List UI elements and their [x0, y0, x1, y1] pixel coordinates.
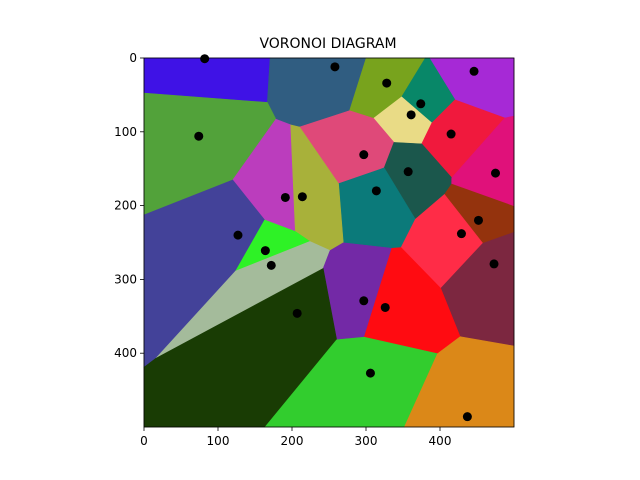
site-point [491, 168, 500, 178]
y-tick-label: 200 [114, 199, 137, 213]
site-point [380, 302, 390, 312]
site-point [371, 186, 381, 196]
site-point [280, 192, 290, 202]
site-point [469, 66, 479, 76]
y-tick-label: 100 [114, 125, 137, 139]
site-point [359, 296, 369, 306]
x-tick-label: 300 [355, 434, 378, 448]
x-tick-label: 400 [429, 434, 452, 448]
site-point [194, 131, 204, 141]
site-point [330, 62, 340, 72]
site-point [456, 229, 466, 239]
site-point [416, 99, 426, 109]
site-point [200, 54, 210, 64]
site-point [292, 308, 302, 318]
site-point [233, 230, 243, 240]
site-point [446, 129, 456, 139]
site-point [359, 150, 369, 160]
y-axis: 0 100 200 300 400 [114, 51, 144, 360]
site-point [462, 412, 472, 422]
site-point [266, 260, 276, 270]
site-point [406, 110, 416, 120]
y-tick-label: 0 [129, 51, 137, 65]
voronoi-cells [143, 57, 515, 428]
site-point [382, 78, 392, 88]
site-point [365, 368, 375, 378]
site-point [297, 192, 307, 202]
x-tick-label: 200 [281, 434, 304, 448]
site-point [260, 246, 270, 256]
x-tick-label: 100 [207, 434, 230, 448]
x-axis: 0 100 200 300 400 [140, 427, 451, 448]
site-point [489, 259, 499, 269]
site-point [473, 215, 483, 225]
y-tick-label: 400 [114, 346, 137, 360]
plot-frame [143, 57, 515, 428]
x-tick-label: 0 [140, 434, 148, 448]
site-points [194, 54, 500, 422]
site-point [403, 167, 413, 177]
chart-title: VORONOI DIAGRAM [259, 36, 396, 52]
y-tick-label: 300 [114, 272, 137, 286]
